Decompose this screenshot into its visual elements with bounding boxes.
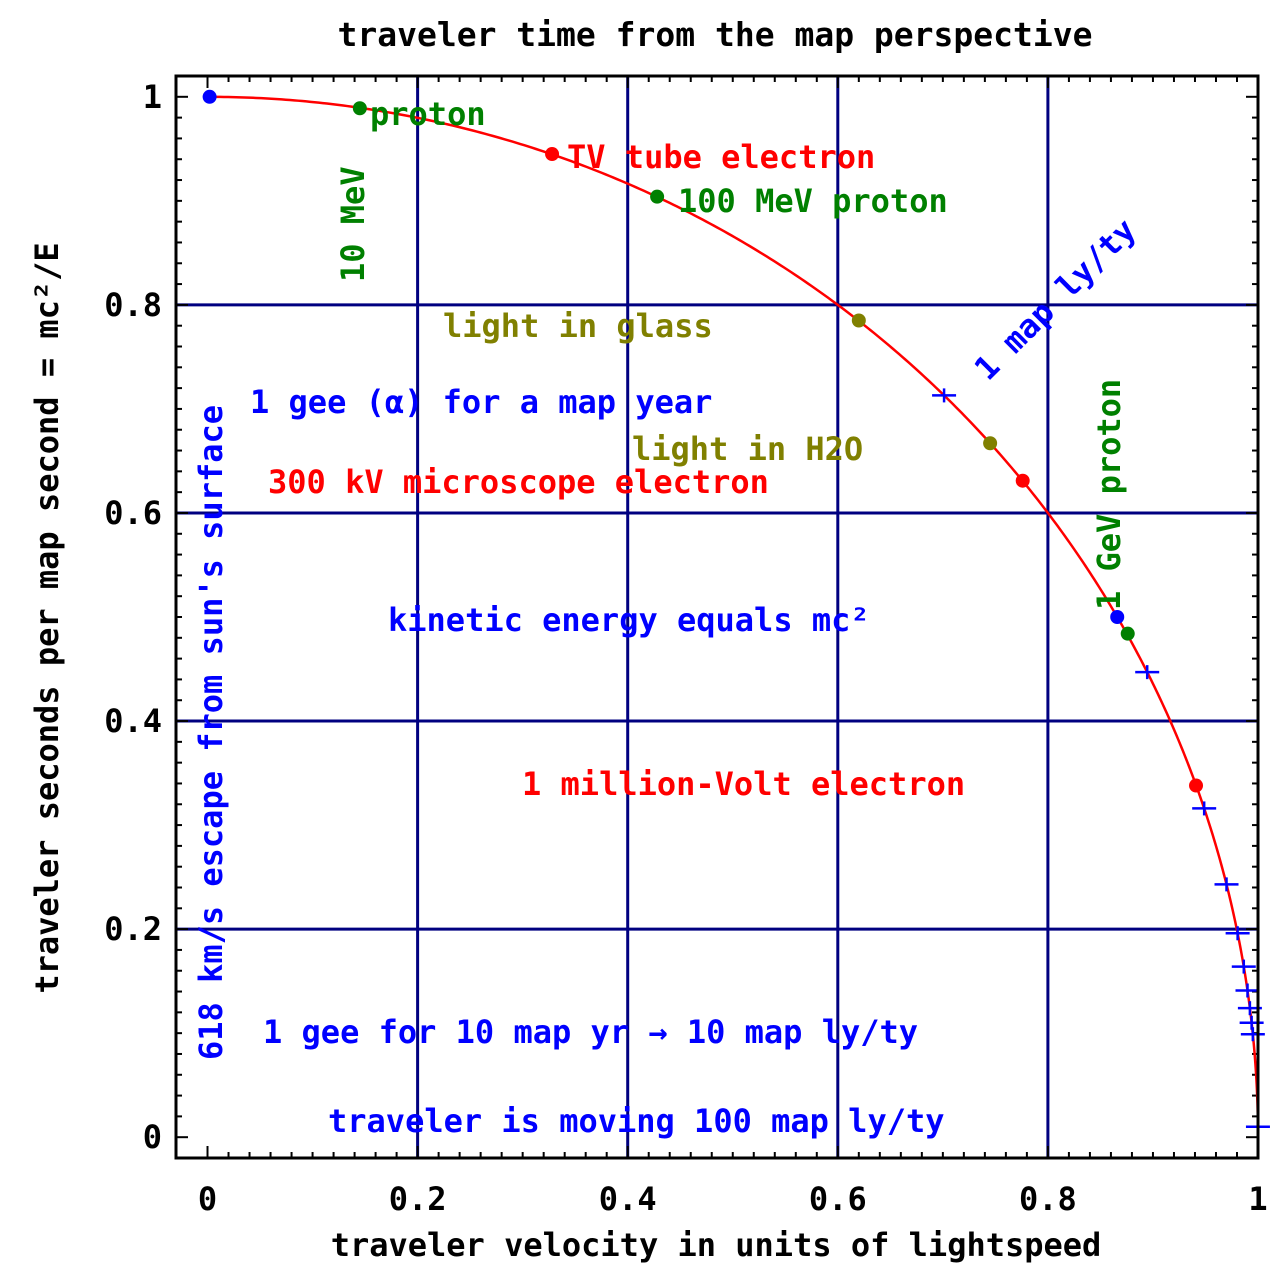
data-point	[545, 147, 560, 162]
chart-title: traveler time from the map perspective	[338, 15, 1093, 54]
annotation-kinetic-energy: kinetic energy equals mc²	[388, 601, 870, 639]
y-tick-label: 0.4	[104, 702, 162, 740]
data-point	[650, 189, 665, 204]
x-tick-label: 0.4	[599, 1180, 657, 1218]
y-tick-label: 1	[143, 78, 162, 116]
data-point	[1189, 778, 1204, 793]
annotation-1-gev-proton: 1 GeV proton	[1090, 379, 1128, 610]
y-tick-label: 0.2	[104, 910, 162, 948]
annotation-1-gee-map-year: 1 gee (α) for a map year	[250, 383, 712, 421]
annotation-light-in-h2o: light in H2O	[632, 430, 863, 468]
annotation-1-million-volt-electron: 1 million-Volt electron	[522, 765, 965, 803]
data-point	[983, 436, 998, 451]
y-axis-label: traveler seconds per map second = mc²/E	[28, 242, 66, 993]
plot-frame	[174, 74, 1260, 1160]
y-tick-label: 0.6	[104, 494, 162, 532]
annotation-sun-escape: 618 km/s escape from sun's surface	[192, 405, 230, 1060]
annotation-10mev-proton: proton	[370, 95, 486, 133]
annotations: 10 MeV proton TV tube electron 100 MeV p…	[192, 95, 1144, 1140]
x-axis-label: traveler velocity in units of lightspeed	[331, 1226, 1102, 1264]
data-point	[851, 313, 866, 328]
annotation-10mev-vertical: 10 MeV	[334, 166, 372, 282]
data-point	[202, 89, 217, 104]
tick-labels: 0 0.2 0.4 0.6 0.8 1 0 0.2 0.4 0.6 0.8 1	[104, 78, 1267, 1218]
data-points	[202, 89, 1204, 793]
data-point	[1120, 626, 1135, 641]
annotation-100-ly-per-ty: traveler is moving 100 map ly/ty	[328, 1102, 945, 1140]
x-tick-label: 0.8	[1019, 1180, 1077, 1218]
series-line	[207, 95, 1260, 1138]
grid	[176, 76, 1258, 1158]
x-tick-label: 0	[198, 1180, 217, 1218]
y-tick-label: 0.8	[104, 286, 162, 324]
annotation-100mev-proton: 100 MeV proton	[678, 182, 948, 220]
annotation-300kv-electron: 300 kV microscope electron	[268, 463, 769, 501]
annotation-1-gee-10-years: 1 gee for 10 map yr → 10 map ly/ty	[263, 1013, 918, 1051]
data-point	[1110, 610, 1125, 624]
x-tick-label: 0.2	[389, 1180, 447, 1218]
x-tick-label: 1	[1248, 1180, 1267, 1218]
y-tick-label: 0	[143, 1118, 162, 1156]
annotation-light-in-glass: light in glass	[443, 307, 713, 345]
x-tick-label: 0.6	[809, 1180, 867, 1218]
data-point	[352, 101, 367, 116]
data-point	[1015, 473, 1030, 488]
annotation-tv-tube-electron: TV tube electron	[567, 138, 875, 176]
